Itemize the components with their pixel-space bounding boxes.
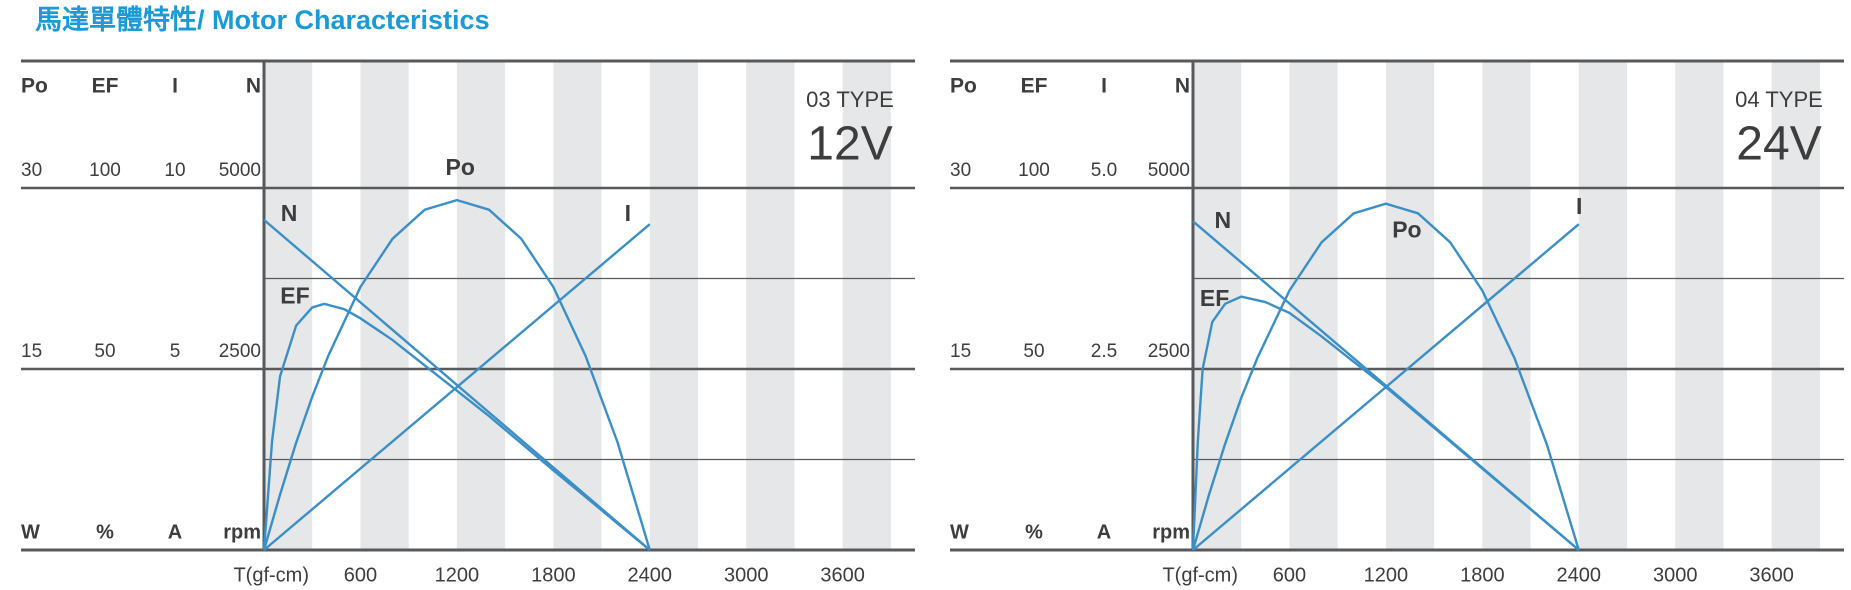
y-tick-label: 30 bbox=[950, 160, 971, 181]
x-tick-label: 1200 bbox=[1364, 564, 1409, 586]
axis-unit: % bbox=[1025, 521, 1043, 543]
curve-label: N bbox=[1215, 207, 1232, 233]
curve-label: I bbox=[625, 200, 631, 226]
curve-label: EF bbox=[1200, 285, 1229, 311]
curve-label: Po bbox=[1392, 216, 1421, 242]
axis-name: Po bbox=[950, 75, 977, 98]
curve-label: I bbox=[1576, 193, 1582, 219]
axis-unit: A bbox=[1097, 521, 1111, 543]
x-tick-label: 3000 bbox=[724, 564, 769, 586]
y-tick-label: 2.5 bbox=[1091, 341, 1117, 362]
curve bbox=[1191, 202, 1580, 551]
voltage-label: 24V bbox=[1736, 118, 1821, 171]
x-tick-label: 2400 bbox=[1557, 564, 1602, 586]
grid-stripe bbox=[746, 61, 795, 550]
type-annotation: 03 TYPE bbox=[806, 87, 894, 112]
grid-stripe bbox=[842, 61, 891, 550]
y-tick-label: 15 bbox=[950, 341, 971, 362]
x-tick-label: 1800 bbox=[1460, 564, 1505, 586]
type-annotation: 04 TYPE bbox=[1735, 87, 1823, 112]
grid-stripe bbox=[649, 61, 698, 550]
x-tick-label: 600 bbox=[1273, 564, 1306, 586]
page-title: 馬達單體特性/ Motor Characteristics bbox=[35, 5, 490, 35]
voltage-label: 12V bbox=[807, 118, 892, 171]
y-tick-label: 5.0 bbox=[1091, 160, 1117, 181]
grid-stripe bbox=[1675, 61, 1724, 550]
grid-stripe bbox=[1289, 61, 1338, 550]
curve-label: Po bbox=[446, 154, 475, 180]
axis-unit: W bbox=[950, 521, 969, 543]
axis-name: N bbox=[246, 75, 261, 98]
y-tick-label: 15 bbox=[21, 341, 42, 362]
y-tick-label: 2500 bbox=[219, 341, 261, 362]
curve bbox=[262, 198, 651, 551]
x-tick-label: 3600 bbox=[820, 564, 865, 586]
x-tick-label: 3600 bbox=[1749, 564, 1794, 586]
y-tick-label: 5000 bbox=[219, 160, 261, 181]
x-tick-label: 2400 bbox=[628, 564, 673, 586]
curve bbox=[263, 223, 651, 551]
y-tick-label: 50 bbox=[1023, 341, 1044, 362]
grid-stripe bbox=[1385, 61, 1435, 550]
grid-stripe bbox=[456, 61, 506, 550]
axis-name: EF bbox=[92, 75, 119, 98]
y-tick-label: 2500 bbox=[1148, 341, 1190, 362]
axis-unit: % bbox=[96, 521, 114, 543]
axis-name: Po bbox=[21, 75, 48, 98]
y-tick-label: 30 bbox=[21, 160, 42, 181]
y-tick-label: 10 bbox=[164, 160, 185, 181]
x-axis-label: T(gf-cm) bbox=[233, 564, 309, 586]
axis-unit: W bbox=[21, 521, 40, 543]
y-tick-label: 5000 bbox=[1148, 160, 1190, 181]
curve-label: EF bbox=[280, 282, 309, 308]
y-tick-label: 5 bbox=[170, 341, 181, 362]
x-tick-label: 1800 bbox=[531, 564, 576, 586]
grid-stripe bbox=[360, 61, 409, 550]
x-tick-label: 1200 bbox=[435, 564, 480, 586]
y-tick-label: 100 bbox=[1018, 160, 1050, 181]
curve bbox=[1192, 220, 1580, 551]
x-axis-label: T(gf-cm) bbox=[1162, 564, 1238, 586]
y-tick-label: 100 bbox=[89, 160, 121, 181]
axis-unit: rpm bbox=[223, 521, 261, 543]
axis-name: I bbox=[172, 75, 178, 98]
axis-unit: rpm bbox=[1152, 521, 1190, 543]
axis-name: I bbox=[1101, 75, 1107, 98]
curve bbox=[263, 218, 651, 551]
grid-stripe bbox=[1578, 61, 1627, 550]
x-tick-label: 600 bbox=[344, 564, 377, 586]
x-tick-label: 3000 bbox=[1653, 564, 1698, 586]
axis-name: N bbox=[1175, 75, 1190, 98]
curve-label: N bbox=[281, 200, 298, 226]
axis-name: EF bbox=[1021, 75, 1048, 98]
y-tick-label: 50 bbox=[94, 341, 115, 362]
axis-unit: A bbox=[168, 521, 182, 543]
curve bbox=[262, 302, 651, 551]
grid-stripe bbox=[1771, 61, 1820, 550]
